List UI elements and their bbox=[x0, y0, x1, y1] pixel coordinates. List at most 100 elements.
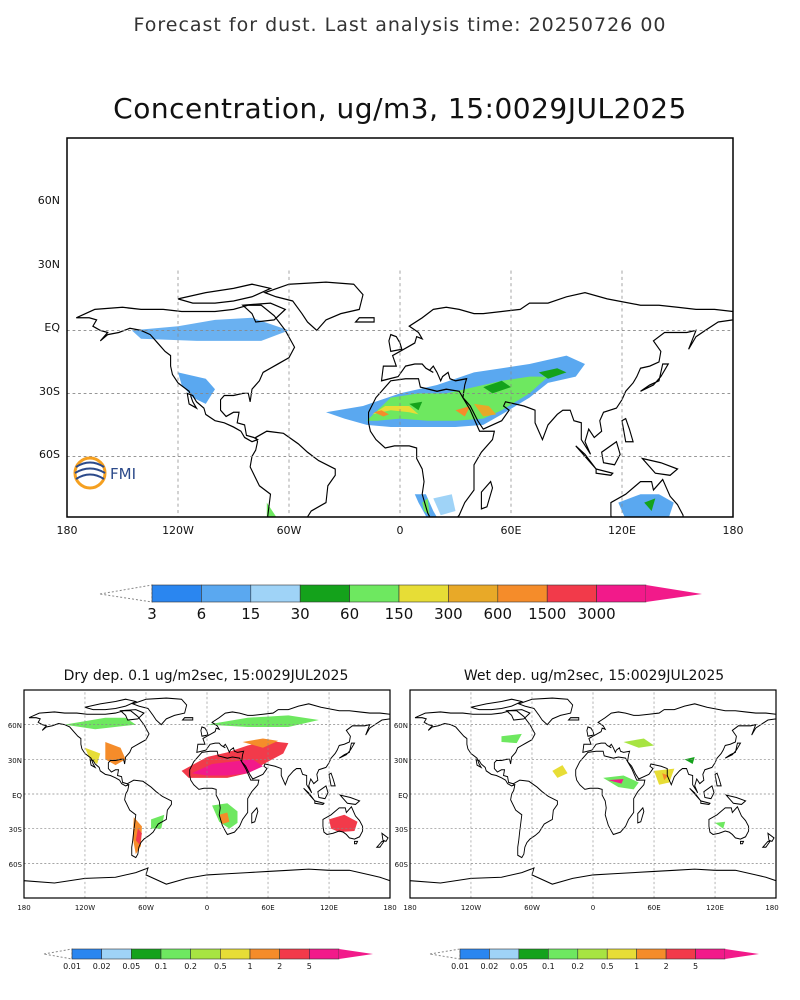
concentration-colorbar-label: 1500 bbox=[528, 605, 566, 623]
dry-colorbar-swatch bbox=[101, 948, 132, 960]
concentration-colorbar-swatch bbox=[546, 584, 597, 603]
dry-colorbar-label: 0.2 bbox=[184, 962, 197, 971]
lat-tick: 30S bbox=[395, 826, 409, 834]
concentration-colorbar-swatch bbox=[299, 584, 350, 603]
wet-colorbar-label: 2 bbox=[664, 962, 669, 971]
lon-tick: 120E bbox=[608, 524, 636, 537]
concentration-colorbar-label: 15 bbox=[241, 605, 260, 623]
dry-colorbar-swatch bbox=[160, 948, 191, 960]
concentration-colorbar-label: 150 bbox=[385, 605, 414, 623]
dry-colorbar: 0.01 0.02 0.05 0.1 0.2 0.5 1 2 5 bbox=[43, 948, 373, 971]
dry-colorbar-swatch bbox=[190, 948, 221, 960]
dry-colorbar-swatch bbox=[279, 948, 310, 960]
concentration-colorbar: 3 6 15 30 60 150 300 600 1500 3000 bbox=[99, 584, 702, 623]
lat-tick: 60N bbox=[394, 722, 408, 730]
lon-tick: 120E bbox=[706, 904, 724, 912]
lon-tick: 60E bbox=[647, 904, 660, 912]
lon-tick: 60W bbox=[138, 904, 154, 912]
wet-colorbar-label: 0.2 bbox=[571, 962, 584, 971]
dry-colorbar-swatch bbox=[71, 948, 102, 960]
concentration-colorbar-label: 3 bbox=[147, 605, 157, 623]
concentration-colorbar-swatch bbox=[201, 584, 252, 603]
lon-tick: 180 bbox=[17, 904, 30, 912]
wet-colorbar-label: 0.02 bbox=[481, 962, 499, 971]
concentration-colorbar-swatch bbox=[398, 584, 449, 603]
lat-tick: 30N bbox=[394, 757, 408, 765]
dry-colorbar-swatch bbox=[131, 948, 162, 960]
wet-colorbar-label: 0.5 bbox=[601, 962, 614, 971]
lat-tick: 60S bbox=[9, 861, 23, 869]
wet-colorbar-label: 1 bbox=[634, 962, 639, 971]
wet-colorbar-swatch bbox=[636, 948, 667, 960]
lon-tick: 60W bbox=[524, 904, 540, 912]
dry-colorbar-label: 1 bbox=[247, 962, 252, 971]
lon-tick: 0 bbox=[205, 904, 209, 912]
lon-tick: 0 bbox=[591, 904, 595, 912]
wet-colorbar-swatch bbox=[489, 948, 520, 960]
wet-colorbar-swatch bbox=[577, 948, 608, 960]
lat-tick: 30N bbox=[38, 258, 60, 271]
concentration-colorbar-label: 600 bbox=[483, 605, 512, 623]
wet-colorbar-label: 0.05 bbox=[510, 962, 528, 971]
wet-colorbar-swatch bbox=[665, 948, 696, 960]
concentration-map: FMI 60N 30N EQ 30S 60S 180 120W 60W 0 60… bbox=[38, 137, 744, 537]
wet-colorbar-swatch bbox=[548, 948, 579, 960]
fmi-logo: FMI bbox=[73, 456, 136, 490]
wet-colorbar-swatch bbox=[606, 948, 637, 960]
dry-colorbar-label: 0.01 bbox=[63, 962, 81, 971]
concentration-colorbar-swatch bbox=[151, 584, 202, 603]
dry-colorbar-swatch bbox=[220, 948, 251, 960]
main-map-title: Concentration, ug/m3, 15:0029JUL2025 bbox=[113, 92, 687, 125]
wet-colorbar-label: 0.1 bbox=[542, 962, 555, 971]
lon-tick: 120W bbox=[461, 904, 481, 912]
dry-colorbar-label: 0.02 bbox=[93, 962, 111, 971]
dry-colorbar-swatch bbox=[309, 948, 340, 960]
lat-tick: 60N bbox=[8, 722, 22, 730]
lon-tick: 0 bbox=[397, 524, 404, 537]
lon-tick: 180 bbox=[57, 524, 78, 537]
dry-colorbar-label: 5 bbox=[307, 962, 312, 971]
concentration-colorbar-swatch bbox=[497, 584, 548, 603]
wet-map-title: Wet dep. ug/m2sec, 15:0029JUL2025 bbox=[463, 668, 725, 684]
concentration-colorbar-label: 6 bbox=[197, 605, 207, 623]
concentration-colorbar-swatch bbox=[596, 584, 647, 603]
concentration-colorbar-label: 30 bbox=[291, 605, 310, 623]
svg-text:FMI: FMI bbox=[110, 465, 136, 483]
lat-tick: 60S bbox=[39, 448, 60, 461]
lon-tick: 180 bbox=[765, 904, 778, 912]
dry-colorbar-label: 0.1 bbox=[155, 962, 168, 971]
lon-tick: 180 bbox=[383, 904, 396, 912]
lat-tick: EQ bbox=[398, 792, 408, 800]
wet-colorbar: 0.01 0.02 0.05 0.1 0.2 0.5 1 2 5 bbox=[429, 948, 759, 971]
concentration-colorbar-label: 3000 bbox=[578, 605, 616, 623]
lon-tick: 120W bbox=[75, 904, 95, 912]
wet-colorbar-swatch bbox=[518, 948, 549, 960]
lon-tick: 60W bbox=[277, 524, 302, 537]
lon-tick: 180 bbox=[723, 524, 744, 537]
lon-tick: 120E bbox=[320, 904, 338, 912]
wet-colorbar-swatch bbox=[695, 948, 726, 960]
lat-tick: 30N bbox=[8, 757, 22, 765]
lat-tick: EQ bbox=[12, 792, 22, 800]
concentration-colorbar-swatch bbox=[250, 584, 301, 603]
wet-colorbar-label: 5 bbox=[693, 962, 698, 971]
dry-colorbar-label: 0.5 bbox=[214, 962, 227, 971]
lon-tick: 60E bbox=[261, 904, 274, 912]
wet-colorbar-label: 0.01 bbox=[451, 962, 469, 971]
lat-tick: 60S bbox=[395, 861, 409, 869]
dry-colorbar-swatch bbox=[249, 948, 280, 960]
lat-tick: 30S bbox=[9, 826, 23, 834]
concentration-colorbar-label: 60 bbox=[340, 605, 359, 623]
forecast-header: Forecast for dust. Last analysis time: 2… bbox=[133, 14, 667, 36]
dry-colorbar-label: 0.05 bbox=[122, 962, 140, 971]
concentration-colorbar-swatch bbox=[448, 584, 499, 603]
wet-deposition-map: 60N 30N EQ 30S 60S 180 120W 60W 0 60E 12… bbox=[394, 689, 779, 912]
lat-tick: 30S bbox=[39, 385, 60, 398]
concentration-colorbar-label: 300 bbox=[434, 605, 463, 623]
concentration-colorbar-swatch bbox=[349, 584, 400, 603]
dry-colorbar-label: 2 bbox=[277, 962, 282, 971]
lat-tick: EQ bbox=[44, 321, 60, 334]
dry-deposition-map: 60N 30N EQ 30S 60S 180 120W 60W 0 60E 12… bbox=[8, 689, 397, 912]
wet-colorbar-swatch bbox=[459, 948, 490, 960]
lon-tick: 60E bbox=[501, 524, 522, 537]
